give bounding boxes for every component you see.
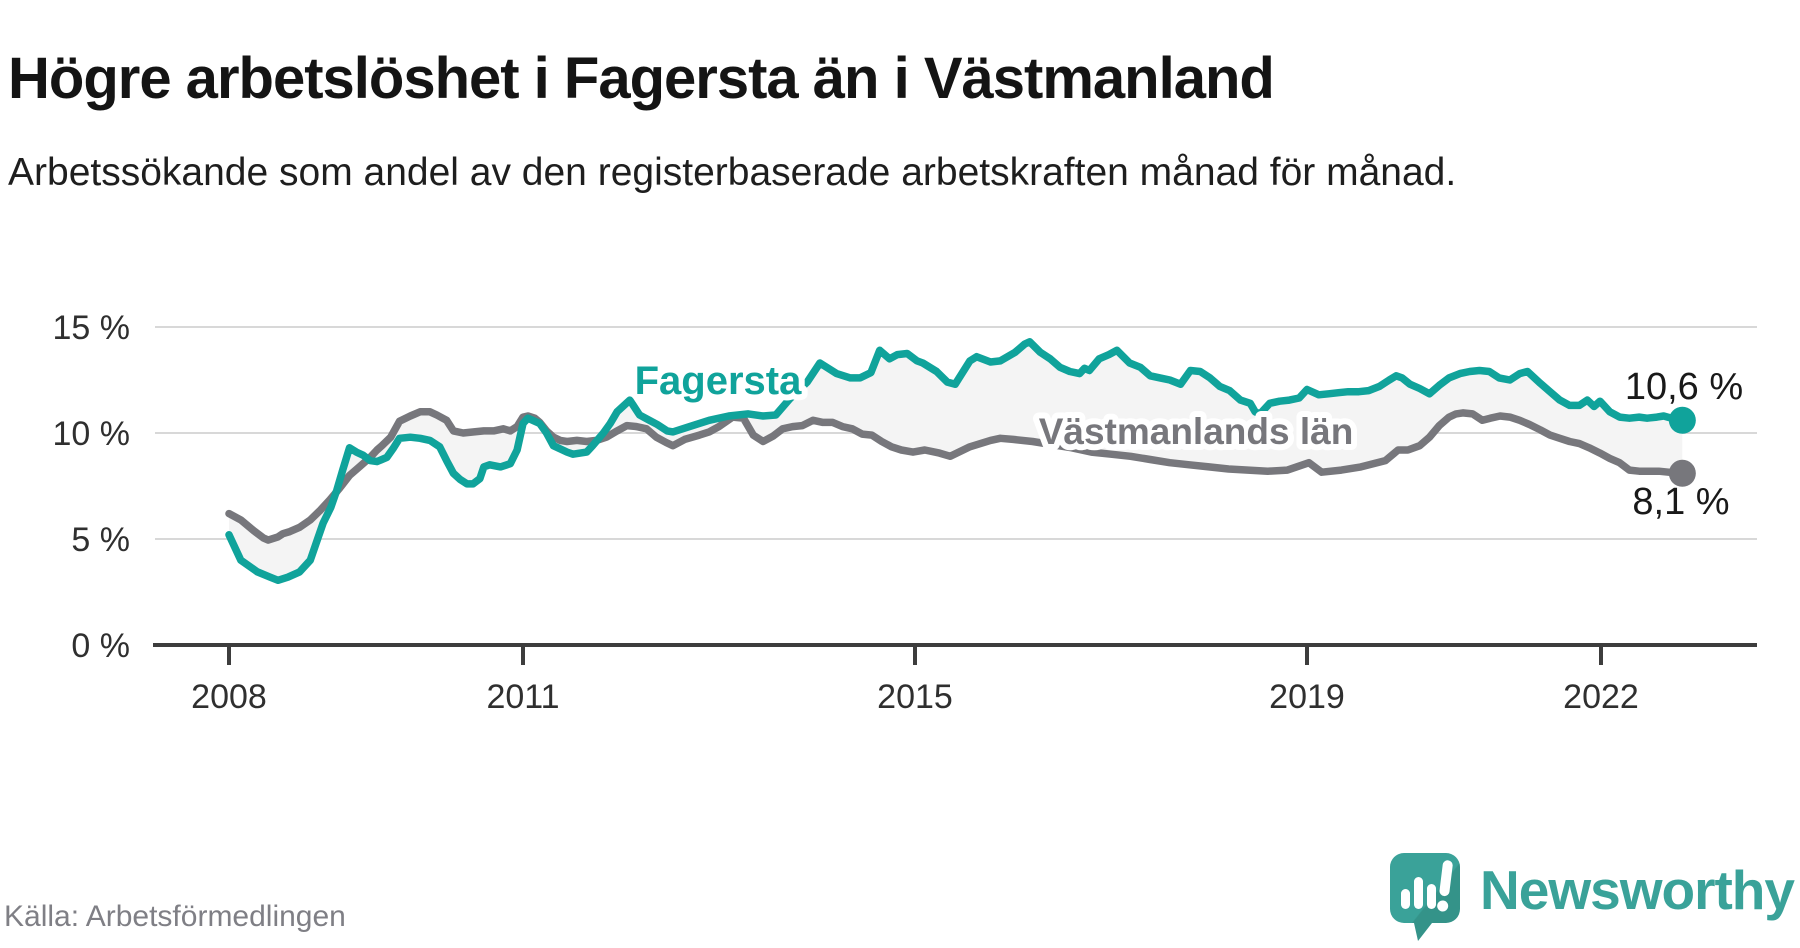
vastmanlands-lan-end-value-label: 8,1 % [1632, 481, 1729, 523]
newsworthy-wordmark: Newsworthy [1480, 859, 1795, 921]
y-tick-label-10: 10 % [53, 415, 131, 453]
x-tick-label-2011: 2011 [486, 678, 559, 716]
chart-subtitle: Arbetssökande som andel av den registerb… [8, 151, 1457, 194]
newsworthy-logo-icon [1390, 853, 1461, 941]
y-tick-label-5: 5 % [71, 521, 130, 559]
x-tick-label-2008: 2008 [191, 678, 267, 716]
newsworthy-brand: Newsworthy [1384, 846, 1795, 948]
between-series-fill [229, 341, 1683, 581]
y-tick-label-15: 15 % [53, 309, 131, 347]
vastmanlands-lan-series-label: Västmanlands län [1039, 411, 1354, 452]
x-tick-label-2019: 2019 [1269, 678, 1345, 716]
vastmanlands-lan-end-dot [1668, 459, 1696, 487]
fagersta-end-dot [1668, 406, 1696, 434]
x-tick-label-2015: 2015 [877, 678, 953, 716]
exclamation-glyph [1437, 860, 1453, 912]
x-tick-label-2022: 2022 [1563, 678, 1639, 716]
fagersta-end-value-label: 10,6 % [1625, 366, 1743, 408]
y-tick-label-0: 0 % [71, 627, 130, 665]
page-title: Högre arbetslöshet i Fagersta än i Västm… [8, 45, 1275, 111]
axis-tick-labels: 2008 2011 2015 2019 2022 15 % 10 % 5 % 0 % [53, 309, 1639, 716]
series-labels: Fagersta 10,6 % Västmanlands län 8,1 % [629, 353, 1744, 523]
series-band-fill [229, 341, 1683, 581]
vastmanlands-lan-line [225, 408, 1687, 544]
x-axis [153, 643, 1757, 665]
series-lines [225, 338, 1696, 585]
fagersta-line [225, 338, 1687, 585]
bar-chart-glyph [1401, 860, 1453, 912]
source-note: Källa: Arbetsförmedlingen [4, 900, 346, 933]
fagersta-series-label: Fagersta [635, 359, 802, 403]
